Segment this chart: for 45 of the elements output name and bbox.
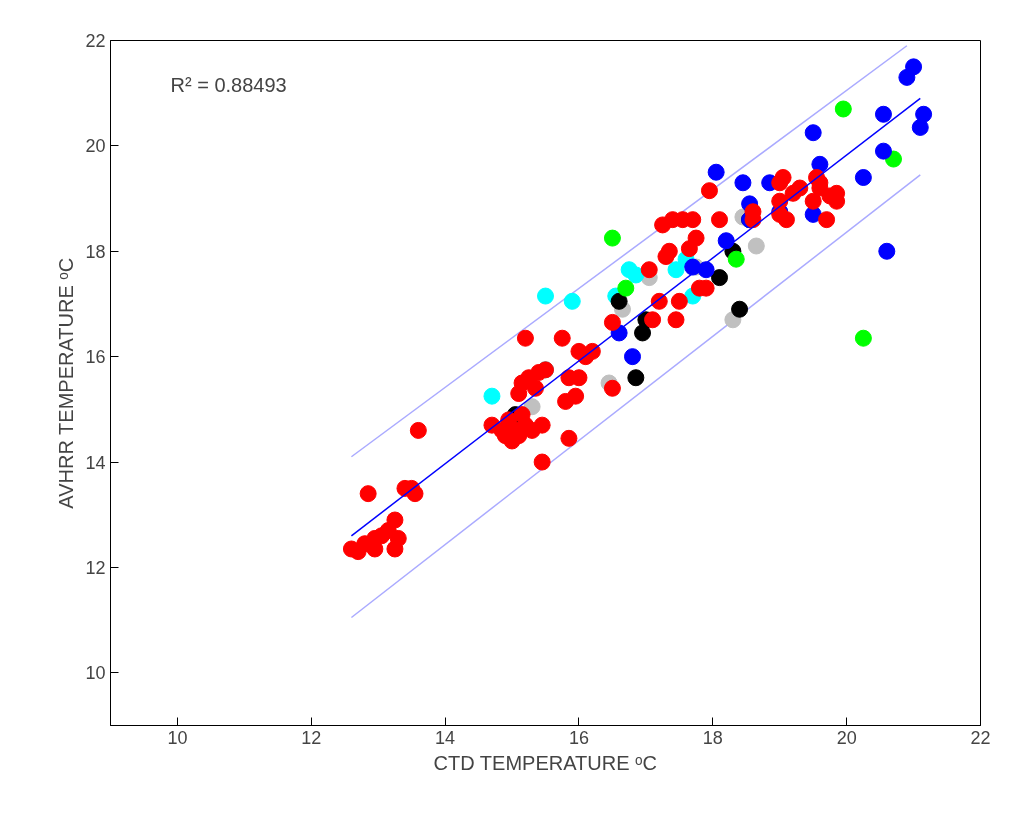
point [727,250,745,268]
point [667,261,685,279]
point [834,100,852,118]
point [731,300,749,318]
point [854,169,872,186]
point [707,163,725,181]
x-tick-label: 18 [702,727,723,748]
point [627,369,645,387]
x-tick-label: 10 [167,727,188,748]
point [878,242,896,260]
point [610,292,628,310]
annotation: R² = 0.88493 [170,73,287,96]
point [634,324,652,342]
point [627,266,645,284]
point [563,292,581,310]
y-tick-label: 22 [85,31,106,51]
point [537,287,554,305]
point [483,387,501,405]
point [874,142,892,160]
y-tick-label: 14 [85,452,106,473]
point [624,348,641,366]
point [617,279,635,297]
x-tick-label: 14 [435,727,456,748]
point [747,237,765,255]
y-tick-label: 20 [85,136,106,157]
y-tick-label: 10 [85,663,106,684]
x-axis-title: CTD TEMPERATURE ᵒC [433,751,658,774]
x-tick-label: 16 [568,727,589,748]
point [905,58,923,76]
point [697,261,715,279]
point [717,232,735,250]
y-tick-label: 16 [85,347,106,368]
y-tick-label: 18 [85,241,106,262]
y-tick-label: 12 [85,557,106,578]
point [874,105,892,123]
point [603,229,621,247]
point [915,105,933,123]
x-tick-label: 20 [836,727,857,748]
x-tick-label: 22 [970,727,991,748]
point [854,329,872,347]
point [711,269,728,287]
point [804,124,822,142]
y-axis-title: AVHRR TEMPERATURE ᵒC [55,257,78,509]
point [734,174,752,192]
x-tick-label: 12 [301,727,322,748]
